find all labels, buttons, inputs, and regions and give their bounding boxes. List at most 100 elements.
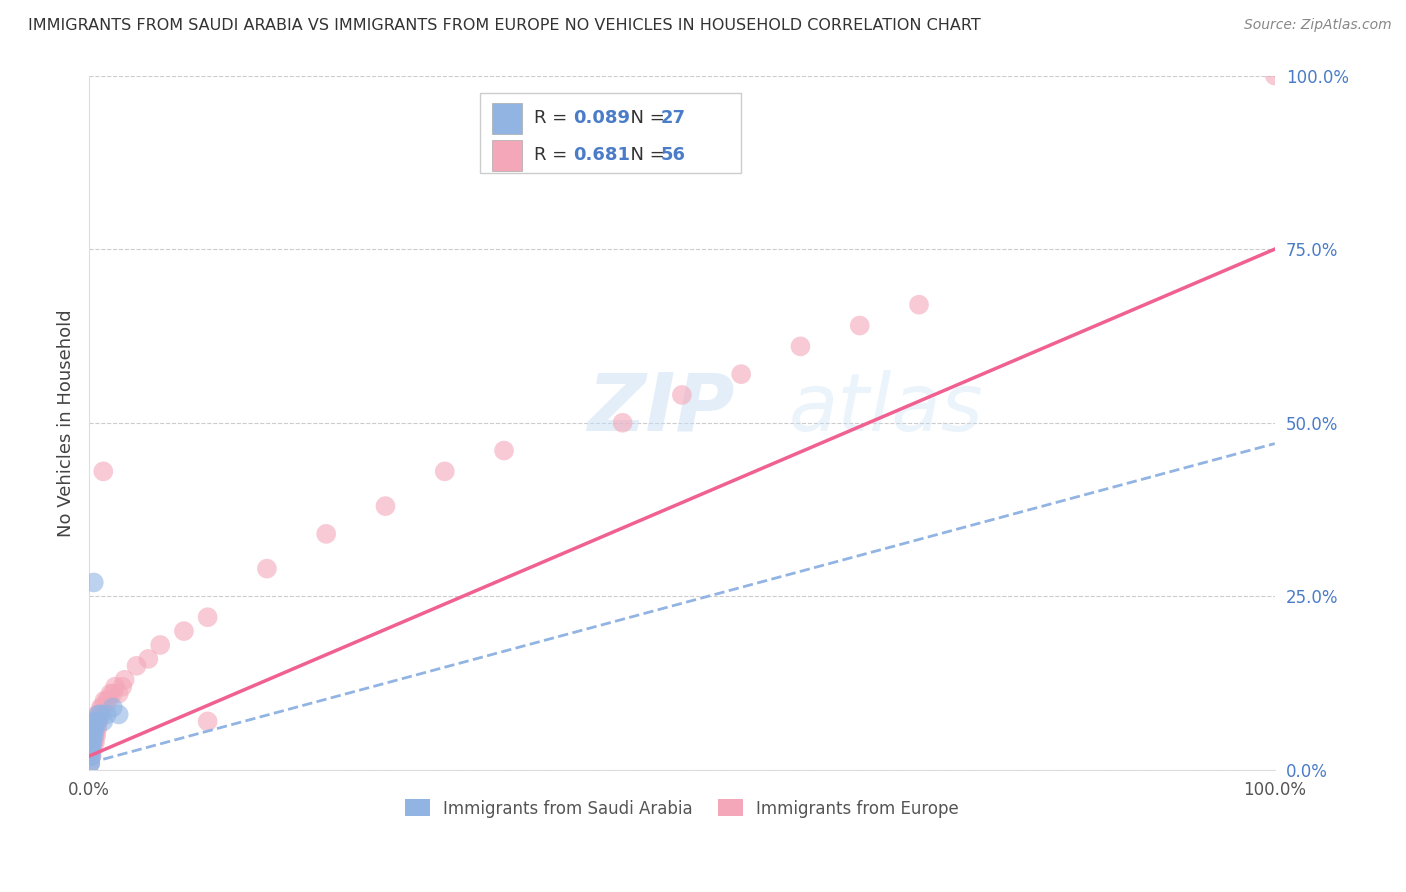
Legend: Immigrants from Saudi Arabia, Immigrants from Europe: Immigrants from Saudi Arabia, Immigrants… (398, 793, 966, 824)
Point (848, 318, 870, 333)
Point (79, 749, 101, 764)
Point (82, 728, 104, 742)
Point (79, 742, 101, 756)
Point (91, 714, 114, 729)
Text: N =: N = (619, 146, 671, 164)
Point (90, 707, 112, 722)
Text: Source: ZipAtlas.com: Source: ZipAtlas.com (1244, 18, 1392, 32)
Point (80, 728, 103, 742)
Point (82, 728, 104, 742)
Text: IMMIGRANTS FROM SAUDI ARABIA VS IMMIGRANTS FROM EUROPE NO VEHICLES IN HOUSEHOLD : IMMIGRANTS FROM SAUDI ARABIA VS IMMIGRAN… (28, 18, 981, 33)
Point (86, 714, 108, 729)
Point (492, 443, 515, 458)
Point (84, 722, 107, 736)
Point (79, 756, 101, 770)
Point (730, 367, 752, 381)
Point (87, 707, 110, 722)
FancyBboxPatch shape (481, 93, 741, 173)
Point (79, 735, 101, 749)
Point (79, 742, 101, 756)
Point (197, 714, 219, 729)
Point (84, 735, 107, 749)
Point (91, 700, 114, 714)
Point (84, 728, 107, 742)
Text: N =: N = (619, 110, 671, 128)
Text: atlas: atlas (789, 370, 983, 448)
Text: 0.089: 0.089 (572, 110, 630, 128)
Point (197, 610, 219, 624)
Point (101, 700, 124, 714)
Point (79, 756, 101, 770)
Point (107, 707, 129, 722)
Point (83, 722, 105, 736)
Point (315, 527, 337, 541)
Text: R =: R = (534, 146, 572, 164)
Point (83, 728, 105, 742)
Point (433, 464, 456, 478)
Point (87, 707, 110, 722)
Point (138, 652, 160, 666)
FancyBboxPatch shape (492, 103, 522, 134)
Point (86, 722, 108, 736)
Point (90, 700, 112, 714)
Point (100, 687, 122, 701)
Text: 0.681: 0.681 (572, 146, 630, 164)
Point (80, 742, 103, 756)
Point (1264, 69, 1286, 83)
Point (256, 561, 278, 575)
Point (83, 722, 105, 736)
Point (125, 658, 148, 673)
Point (82, 742, 104, 756)
Text: 27: 27 (661, 110, 686, 128)
Point (86, 707, 108, 722)
Point (80, 735, 103, 749)
Point (82, 722, 104, 736)
Point (79, 756, 101, 770)
Point (97, 693, 120, 707)
FancyBboxPatch shape (492, 139, 522, 170)
Text: R =: R = (534, 110, 572, 128)
Point (79, 749, 101, 764)
Point (80, 735, 103, 749)
Point (89, 707, 111, 722)
Point (96, 693, 118, 707)
Point (374, 499, 396, 513)
Point (908, 298, 931, 312)
Point (612, 416, 634, 430)
Point (671, 388, 693, 402)
Y-axis label: No Vehicles in Household: No Vehicles in Household (58, 309, 75, 537)
Point (789, 339, 811, 353)
Point (84, 714, 107, 729)
Point (84, 722, 107, 736)
Point (80, 749, 103, 764)
Point (96, 707, 118, 722)
Text: ZIP: ZIP (588, 370, 734, 448)
Point (111, 680, 134, 694)
Point (83, 735, 105, 749)
Point (82, 735, 104, 749)
Point (87, 714, 110, 729)
Point (90, 707, 112, 722)
Point (79, 742, 101, 756)
Point (84, 714, 107, 729)
Point (114, 673, 136, 687)
Text: 56: 56 (661, 146, 686, 164)
Point (83, 575, 105, 590)
Point (80, 749, 103, 764)
Point (79, 749, 101, 764)
Point (80, 728, 103, 742)
Point (93, 693, 115, 707)
Point (149, 638, 172, 652)
Point (173, 624, 195, 639)
Point (82, 735, 104, 749)
Point (101, 687, 124, 701)
Point (80, 735, 103, 749)
Point (83, 728, 105, 742)
Point (104, 680, 127, 694)
Point (86, 714, 108, 729)
Point (84, 714, 107, 729)
Point (107, 687, 129, 701)
Point (91, 464, 114, 478)
Point (84, 728, 107, 742)
Point (80, 742, 103, 756)
